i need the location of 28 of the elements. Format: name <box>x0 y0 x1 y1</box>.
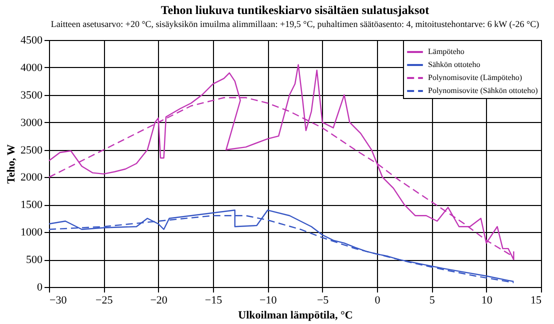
legend-label: Polynomisovite (Sähkön ottoteho) <box>428 86 538 95</box>
y-tick-label: 1000 <box>20 226 43 239</box>
x-tick-label: 5 <box>429 294 436 306</box>
x-tick-label: −5 <box>316 294 330 306</box>
y-axis-title: Teho, W <box>6 144 18 184</box>
y-tick-label: 3500 <box>20 89 43 102</box>
y-tick-label: 4500 <box>20 34 43 46</box>
x-tick-label: 0 <box>374 294 381 306</box>
legend-label: Lämpöteho <box>428 47 464 56</box>
y-tick-label: 3000 <box>20 116 43 129</box>
x-tick-label: 15 <box>530 294 542 306</box>
y-tick-label: 500 <box>26 254 43 266</box>
x-tick-label: −30 <box>50 294 68 306</box>
chart-subtitle: Laitteen asetusarvo: +20 °C, sisäyksikön imuilma alimmillaan: +19,5 °C, puhaltimen säätöasento: 4, mitoitustehontarve: 6 kW (-26 °C) <box>50 19 540 29</box>
x-axis-title: Ulkoilman lämpötila, °C <box>238 310 353 322</box>
y-tick-label: 0 <box>37 282 43 294</box>
x-tick-label: −10 <box>260 294 278 306</box>
x-tick-label: −15 <box>204 294 223 306</box>
y-tick-label: 1500 <box>20 199 43 212</box>
x-tick-label: −25 <box>96 294 114 306</box>
y-tick-label: 2000 <box>20 172 43 184</box>
chart-title: Tehon liukuva tuntikeskiarvo sisältäen sulatusjaksot <box>160 3 430 17</box>
legend-label: Polynomisovite (Lämpöteho) <box>428 73 522 82</box>
y-tick-label: 2500 <box>20 144 43 156</box>
x-tick-label: 10 <box>481 294 493 306</box>
y-tick-label: 4000 <box>20 62 43 74</box>
x-tick-label: −20 <box>150 294 168 306</box>
legend-label: Sähkön ottoteho <box>428 60 480 69</box>
